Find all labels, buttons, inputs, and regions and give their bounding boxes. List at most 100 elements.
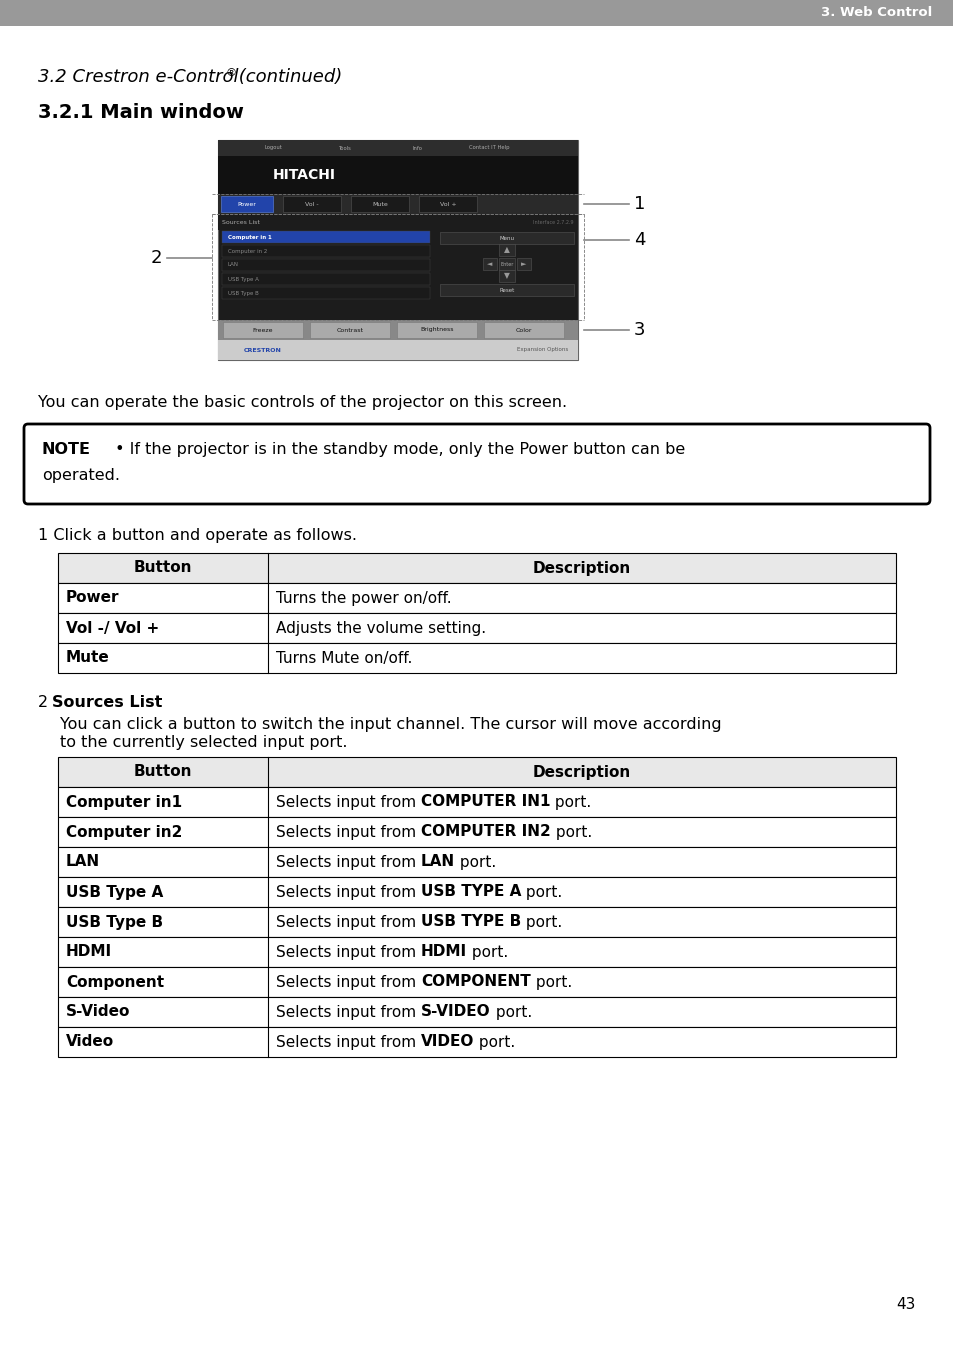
Text: operated.: operated. [42, 468, 120, 483]
Text: port.: port. [474, 1034, 515, 1049]
Bar [58, 554, 895, 583]
Text: Selects input from: Selects input from [275, 855, 420, 869]
Text: 4: 4 [634, 231, 645, 248]
Text: USB Type B: USB Type B [228, 290, 258, 296]
Text: Color: Color [516, 328, 532, 332]
Bar [482, 258, 497, 270]
Text: Selects input from: Selects input from [275, 945, 420, 960]
Text: port.: port. [521, 884, 562, 899]
Text: USB Type A: USB Type A [228, 277, 258, 282]
Text: 43: 43 [896, 1297, 915, 1312]
Text: Contact IT Help: Contact IT Help [468, 146, 509, 150]
Text: port.: port. [550, 825, 592, 840]
Bar [0, 0, 953, 26]
Bar [58, 787, 895, 817]
Text: Description: Description [533, 764, 631, 779]
Text: Video: Video [66, 1034, 114, 1049]
Text: to the currently selected input port.: to the currently selected input port. [60, 734, 347, 751]
Bar [218, 157, 578, 194]
Text: Power: Power [237, 201, 256, 207]
Text: COMPUTER IN1: COMPUTER IN1 [420, 795, 550, 810]
Text: CRESTRON: CRESTRON [244, 347, 282, 352]
Bar [439, 232, 574, 244]
Text: Adjusts the volume setting.: Adjusts the volume setting. [275, 621, 486, 636]
Text: Selects input from: Selects input from [275, 1004, 420, 1019]
Text: NOTE: NOTE [42, 441, 91, 458]
Text: Enter: Enter [499, 262, 513, 266]
Text: Tools: Tools [338, 146, 351, 150]
Text: Selects input from: Selects input from [275, 914, 420, 930]
Text: HITACHI: HITACHI [273, 167, 335, 182]
Text: Brightness: Brightness [420, 328, 454, 332]
Text: LAN: LAN [420, 855, 455, 869]
Bar [218, 320, 578, 340]
Text: Vol -/ Vol +: Vol -/ Vol + [66, 621, 159, 636]
Text: 3: 3 [634, 321, 645, 339]
Text: COMPONENT: COMPONENT [420, 975, 530, 990]
Bar [222, 288, 430, 298]
Text: USB TYPE A: USB TYPE A [420, 884, 521, 899]
Bar [223, 323, 303, 338]
Text: port.: port. [490, 1004, 532, 1019]
Bar [310, 323, 390, 338]
Text: USB TYPE B: USB TYPE B [420, 914, 520, 930]
Text: Button: Button [133, 560, 193, 575]
Bar [222, 273, 430, 285]
Bar [283, 196, 340, 212]
Bar [218, 340, 578, 360]
Text: HDMI: HDMI [66, 945, 112, 960]
Text: S-VIDEO: S-VIDEO [420, 1004, 490, 1019]
Bar [58, 1027, 895, 1057]
Bar [58, 907, 895, 937]
Text: port.: port. [550, 795, 591, 810]
Text: Component: Component [66, 975, 164, 990]
Text: Sources List: Sources List [222, 220, 259, 224]
Text: LAN: LAN [228, 262, 239, 267]
Bar [222, 244, 430, 256]
Text: port.: port. [467, 945, 508, 960]
Text: Mute: Mute [66, 651, 110, 666]
Text: Menu: Menu [499, 235, 514, 240]
Bar [218, 140, 578, 360]
Text: 1 Click a button and operate as follows.: 1 Click a button and operate as follows. [38, 528, 356, 543]
Text: Power: Power [66, 590, 119, 606]
Bar [498, 258, 515, 270]
Text: Selects input from: Selects input from [275, 975, 420, 990]
Text: • If the projector is in the standby mode, only the Power button can be: • If the projector is in the standby mod… [110, 441, 684, 458]
Bar [439, 284, 574, 296]
Text: ►: ► [520, 261, 526, 267]
Text: 1: 1 [634, 194, 644, 213]
Bar [58, 998, 895, 1027]
Text: Interface 2.7.2.9: Interface 2.7.2.9 [533, 220, 574, 224]
Text: Freeze: Freeze [253, 328, 273, 332]
Text: LAN: LAN [66, 855, 100, 869]
Text: USB Type B: USB Type B [66, 914, 163, 930]
Text: ®: ® [225, 68, 236, 78]
Text: Mute: Mute [372, 201, 388, 207]
Text: ▲: ▲ [503, 246, 510, 255]
Bar [58, 817, 895, 846]
Text: COMPUTER IN2: COMPUTER IN2 [420, 825, 550, 840]
Bar [396, 323, 476, 338]
Text: You can click a button to switch the input channel. The cursor will move accordi: You can click a button to switch the inp… [60, 717, 720, 732]
Text: USB Type A: USB Type A [66, 884, 163, 899]
Text: 3. Web Control: 3. Web Control [820, 7, 931, 19]
Text: port.: port. [455, 855, 496, 869]
Bar [58, 613, 895, 643]
Text: 3.2 Crestron e-Control: 3.2 Crestron e-Control [38, 68, 238, 86]
Text: Button: Button [133, 764, 193, 779]
Text: Computer in 2: Computer in 2 [228, 248, 267, 254]
Bar [218, 140, 578, 157]
Text: (continued): (continued) [233, 68, 342, 86]
Text: VIDEO: VIDEO [420, 1034, 474, 1049]
Text: 2: 2 [151, 248, 162, 267]
Text: Expansion Options: Expansion Options [517, 347, 567, 352]
Text: Turns the power on/off.: Turns the power on/off. [275, 590, 451, 606]
Bar [498, 244, 515, 256]
Bar [498, 270, 515, 282]
Text: Selects input from: Selects input from [275, 1034, 420, 1049]
Text: ◄: ◄ [487, 261, 492, 267]
Text: Selects input from: Selects input from [275, 825, 420, 840]
Bar [222, 231, 430, 243]
Bar [222, 259, 430, 271]
